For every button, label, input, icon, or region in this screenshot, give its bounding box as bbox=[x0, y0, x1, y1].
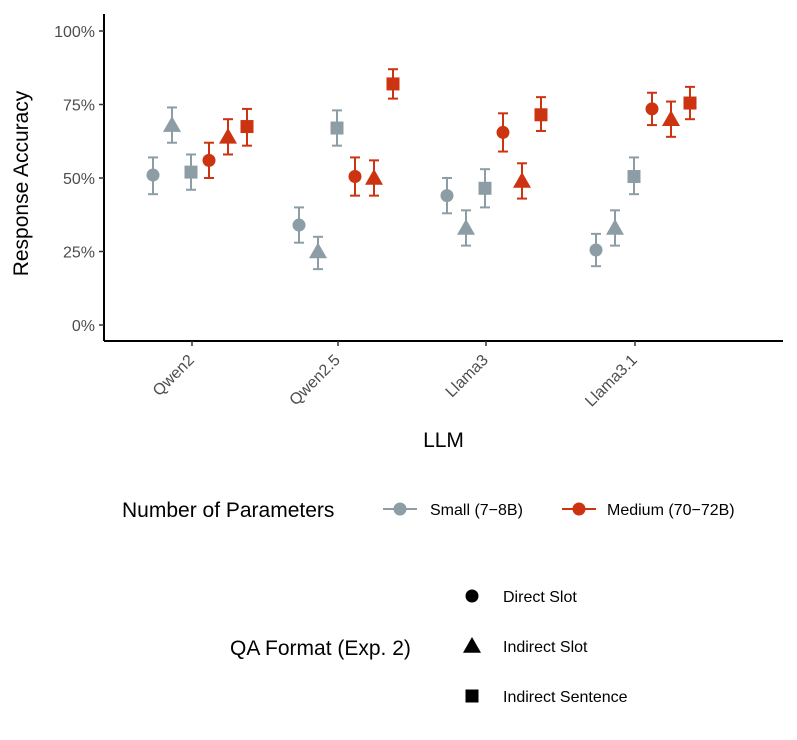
x-axis-title: LLM bbox=[423, 429, 464, 452]
shape-legend-entry: Indirect Slot bbox=[463, 637, 588, 656]
data-point bbox=[386, 77, 400, 91]
data-point-group bbox=[309, 235, 327, 271]
legend-point-key bbox=[393, 502, 407, 516]
data-point-group bbox=[330, 109, 344, 147]
data-point bbox=[330, 121, 344, 135]
color-legend: Number of Parameters Small (7−8B) Medium … bbox=[122, 499, 735, 522]
data-point bbox=[534, 108, 548, 122]
data-point bbox=[146, 168, 160, 182]
data-point-group bbox=[627, 156, 641, 196]
y-tick-label: 50% bbox=[63, 171, 95, 188]
data-point-group bbox=[440, 177, 454, 215]
data-point-group bbox=[146, 156, 160, 196]
shape-legend: QA Format (Exp. 2) Direct Slot Indirect S… bbox=[230, 589, 628, 706]
y-ticks: 0% 25% 50% 75% 100% bbox=[54, 24, 104, 335]
data-point bbox=[683, 96, 697, 110]
y-tick-label: 100% bbox=[54, 24, 95, 41]
data-point bbox=[457, 218, 475, 235]
data-point bbox=[627, 170, 641, 184]
data-point bbox=[292, 218, 306, 232]
shape-legend-entry: Indirect Sentence bbox=[465, 689, 628, 706]
data-point bbox=[478, 181, 492, 195]
color-legend-entry: Small (7−8B) bbox=[383, 502, 523, 519]
color-legend-label: Medium (70−72B) bbox=[607, 502, 735, 519]
data-point-group bbox=[513, 162, 531, 200]
data-point bbox=[496, 125, 510, 139]
data-point-group bbox=[606, 209, 624, 247]
color-legend-title: Number of Parameters bbox=[122, 499, 334, 522]
data-point bbox=[645, 102, 659, 116]
y-tick-label: 25% bbox=[63, 245, 95, 262]
data-point-group bbox=[219, 118, 237, 156]
legend-shape-key bbox=[463, 637, 481, 653]
data-point bbox=[440, 189, 454, 203]
shape-legend-label: Direct Slot bbox=[503, 589, 577, 606]
data-point-group bbox=[496, 112, 510, 153]
data-point bbox=[606, 218, 624, 235]
color-legend-entry: Medium (70−72B) bbox=[562, 502, 735, 519]
data-point-group bbox=[589, 232, 603, 268]
data-point bbox=[348, 170, 362, 184]
plot-area bbox=[146, 68, 697, 271]
x-ticks: Qwen2 Qwen2.5 Llama3 Llama3.1 bbox=[150, 341, 641, 410]
data-point-group bbox=[683, 85, 697, 121]
data-point-group bbox=[645, 91, 659, 127]
shape-legend-label: Indirect Slot bbox=[503, 639, 588, 656]
legend-shape-key bbox=[465, 589, 479, 603]
data-point bbox=[219, 127, 237, 144]
legend-point-key bbox=[572, 502, 586, 516]
data-point bbox=[240, 120, 254, 134]
data-point-group bbox=[662, 100, 680, 138]
data-point bbox=[184, 165, 198, 179]
x-tick-label: Qwen2.5 bbox=[287, 352, 344, 409]
data-point bbox=[365, 169, 383, 185]
y-tick-label: 75% bbox=[63, 98, 95, 115]
y-tick-label: 0% bbox=[72, 318, 95, 335]
data-point-group bbox=[163, 106, 181, 144]
data-point-group bbox=[240, 107, 254, 147]
shape-legend-title: QA Format (Exp. 2) bbox=[230, 637, 411, 660]
data-point-group bbox=[348, 156, 362, 197]
data-point-group bbox=[478, 168, 492, 209]
shape-legend-entry: Direct Slot bbox=[465, 589, 577, 606]
shape-legend-label: Indirect Sentence bbox=[503, 689, 628, 706]
data-point bbox=[202, 153, 216, 167]
data-point bbox=[309, 242, 327, 259]
data-point bbox=[662, 110, 680, 126]
data-point bbox=[163, 116, 181, 132]
x-tick-label: Llama3.1 bbox=[582, 352, 641, 411]
y-axis-title: Response Accuracy bbox=[10, 90, 33, 276]
data-point-group bbox=[365, 159, 383, 197]
x-tick-label: Llama3 bbox=[443, 352, 492, 401]
data-point bbox=[589, 243, 603, 257]
color-legend-label: Small (7−8B) bbox=[430, 502, 523, 519]
data-point-group bbox=[292, 206, 306, 244]
data-point-group bbox=[534, 96, 548, 132]
data-point-group bbox=[386, 68, 400, 100]
x-tick-label: Qwen2 bbox=[150, 352, 198, 400]
data-point-group bbox=[202, 141, 216, 179]
data-point-group bbox=[457, 209, 475, 247]
data-point-group bbox=[184, 153, 198, 191]
data-point bbox=[513, 171, 531, 188]
legend-shape-key bbox=[465, 689, 479, 703]
